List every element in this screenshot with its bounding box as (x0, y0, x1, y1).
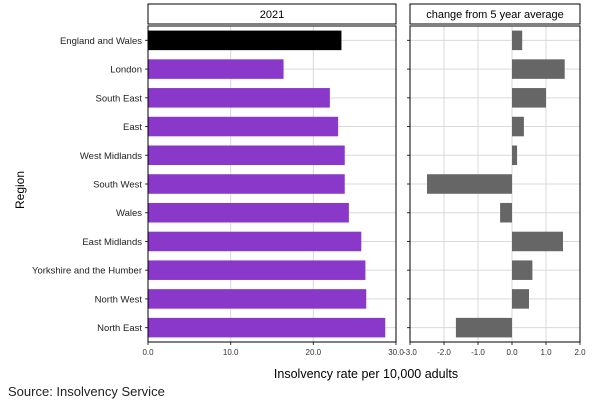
bar-1-6 (500, 202, 512, 223)
x-tick-label: -1.0 (471, 348, 485, 357)
bar-0-7 (148, 231, 362, 252)
x-tick-label: 0.0 (142, 348, 154, 357)
y-tick-label: South West (93, 180, 142, 191)
bar-0-8 (148, 260, 366, 280)
bar-1-0 (512, 30, 523, 51)
bar-0-3 (148, 116, 339, 137)
y-tick-label: London (110, 65, 142, 76)
x-tick-label: -3.0 (403, 348, 417, 357)
panel-border-1 (409, 25, 581, 343)
bar-1-10 (455, 317, 512, 338)
bar-0-10 (148, 317, 386, 338)
bar-1-2 (512, 88, 546, 108)
bar-1-1 (512, 59, 565, 79)
y-tick-label: South East (96, 93, 143, 104)
y-tick-label: East Midlands (82, 237, 142, 248)
y-tick-label: England and Wales (60, 36, 142, 47)
bar-1-7 (512, 231, 563, 252)
bar-1-4 (512, 145, 518, 166)
y-tick-label: East (123, 122, 142, 133)
bar-1-3 (512, 116, 524, 137)
bar-0-9 (148, 289, 367, 309)
x-tick-label: 1.0 (540, 348, 552, 357)
panel-strip-0 (147, 3, 397, 25)
x-tick-label: 0.0 (506, 348, 518, 357)
panel-strip-1 (409, 3, 581, 25)
bar-0-2 (148, 88, 330, 108)
bar-1-5 (427, 174, 512, 194)
bar-0-4 (148, 145, 345, 166)
bar-0-6 (148, 202, 349, 223)
y-tick-label: Yorkshire and the Humber (32, 266, 142, 277)
x-tick-label: -2.0 (437, 348, 451, 357)
x-tick-label: 10.0 (223, 348, 239, 357)
bar-0-1 (148, 59, 284, 79)
y-axis-title: Region (13, 171, 27, 209)
bar-0-0 (148, 30, 342, 51)
y-tick-label: North East (97, 323, 142, 334)
y-tick-label: Wales (116, 208, 142, 219)
bar-0-5 (148, 174, 345, 194)
x-tick-label: 2.0 (574, 348, 586, 357)
bar-1-8 (512, 260, 533, 280)
source-note: Source: Insolvency Service (8, 384, 165, 399)
panel-title-1: change from 5 year average (426, 9, 564, 21)
y-tick-label: West Midlands (80, 151, 142, 162)
panel-title-0: 2021 (260, 9, 284, 21)
x-axis-title: Insolvency rate per 10,000 adults (274, 367, 458, 381)
x-tick-label: 30.0 (388, 348, 404, 357)
x-tick-label: 20.0 (306, 348, 322, 357)
panel-border-0 (147, 25, 397, 343)
bar-1-9 (512, 289, 529, 309)
y-tick-label: North West (95, 294, 143, 305)
